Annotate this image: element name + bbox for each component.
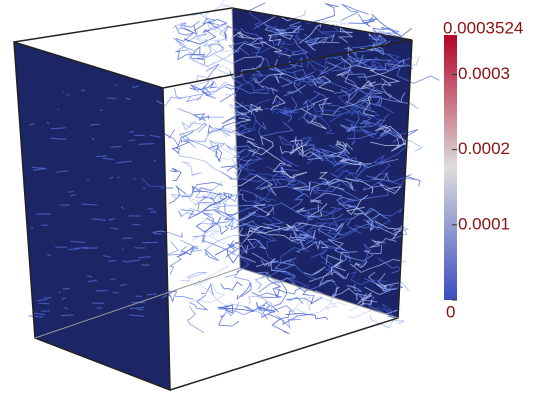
streamline bbox=[113, 292, 119, 293]
streamline bbox=[187, 306, 204, 332]
streamline bbox=[189, 295, 207, 310]
streamline bbox=[181, 21, 200, 28]
cube bbox=[14, 0, 440, 390]
streamline bbox=[191, 283, 224, 303]
streamline bbox=[164, 129, 178, 145]
streamline bbox=[68, 192, 73, 193]
streamline bbox=[137, 309, 144, 310]
streamline bbox=[178, 156, 229, 176]
streamline bbox=[97, 308, 103, 309]
streamline bbox=[55, 247, 67, 248]
streamline bbox=[81, 90, 85, 91]
colorbar-tick-label: 0.0001 bbox=[458, 214, 510, 233]
streamline bbox=[63, 91, 64, 92]
streamline bbox=[110, 177, 114, 178]
visualization: 0.0003524 0 0.0001 0.0002 0.0003 bbox=[0, 0, 535, 394]
streamline bbox=[120, 285, 127, 286]
back-face bbox=[232, 8, 412, 318]
streamline bbox=[111, 146, 122, 147]
streamline bbox=[61, 315, 74, 316]
streamline bbox=[180, 94, 202, 102]
streamline bbox=[182, 162, 201, 176]
streamline bbox=[39, 303, 50, 304]
streamline bbox=[181, 182, 223, 197]
streamline bbox=[341, 4, 369, 21]
colorbar-tick-label: 0 bbox=[446, 302, 455, 321]
streamline bbox=[172, 131, 193, 153]
streamline bbox=[170, 168, 181, 181]
streamline bbox=[205, 249, 219, 261]
page: 0.000352400.00010.00020.0003 (() => { co… bbox=[0, 0, 535, 394]
streamline bbox=[108, 260, 116, 261]
streamline bbox=[150, 212, 157, 213]
streamline bbox=[182, 121, 207, 130]
streamline bbox=[181, 198, 227, 218]
colorbar-max-label: 0.0003524 bbox=[443, 18, 523, 37]
streamline bbox=[170, 258, 181, 275]
streamline bbox=[148, 209, 153, 210]
streamline bbox=[96, 156, 106, 157]
streamline bbox=[256, 302, 292, 312]
streamline bbox=[181, 273, 207, 281]
streamline bbox=[139, 144, 154, 145]
streamline bbox=[219, 316, 240, 327]
streamline bbox=[129, 140, 135, 141]
streamline bbox=[221, 282, 243, 290]
streamline bbox=[59, 292, 61, 293]
streamline bbox=[180, 240, 202, 252]
streamline bbox=[277, 315, 301, 327]
streamline bbox=[204, 91, 215, 98]
streamline bbox=[188, 198, 228, 207]
streamline bbox=[272, 311, 290, 334]
streamline bbox=[194, 266, 229, 286]
streamline bbox=[129, 132, 134, 133]
left-face bbox=[14, 42, 170, 390]
colorbar-tick-label: 0.0003 bbox=[458, 64, 510, 83]
streamline bbox=[83, 248, 97, 249]
streamline bbox=[225, 270, 252, 287]
colorbar-tick-label: 0.0002 bbox=[458, 139, 510, 158]
streamline bbox=[285, 313, 328, 319]
